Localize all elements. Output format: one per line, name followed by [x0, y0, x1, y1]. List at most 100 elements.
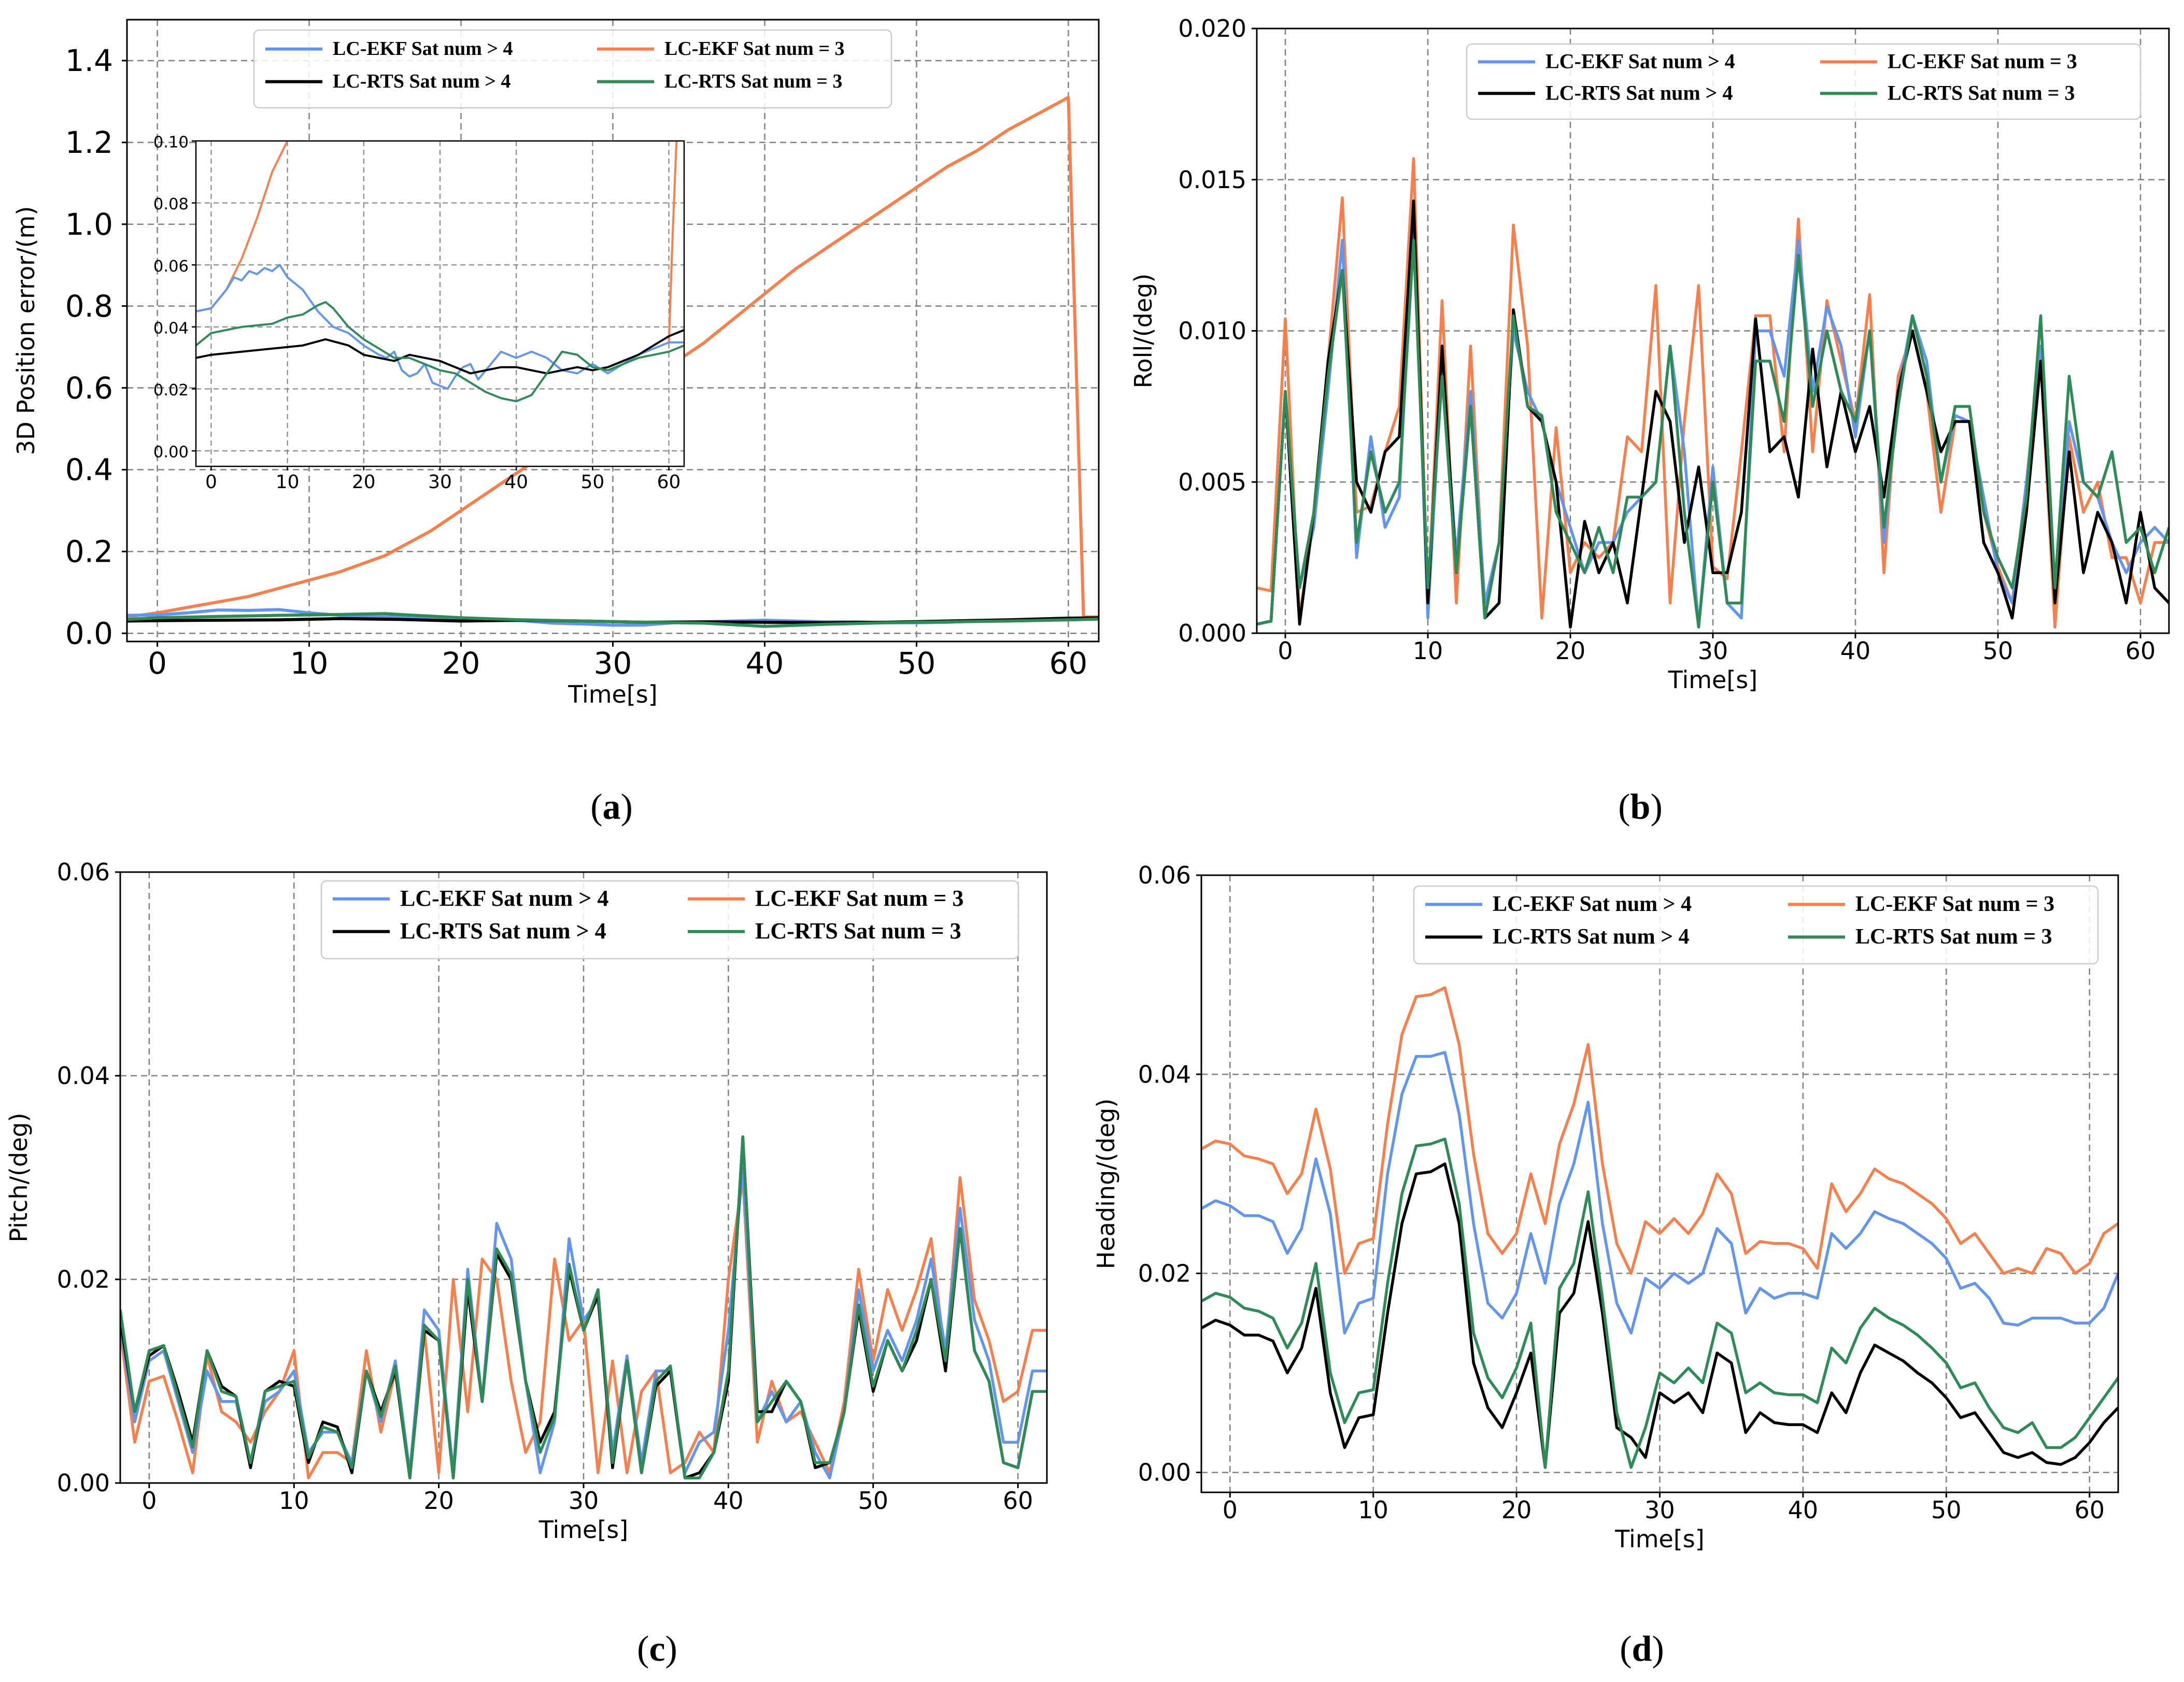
x-tick-label: 10: [1358, 1496, 1388, 1524]
inset-series-line: [196, 329, 684, 375]
y-tick-label: 0.02: [57, 1265, 110, 1293]
legend-box: [253, 29, 892, 109]
legend-label: LC-RTS Sat num = 3: [1888, 81, 2075, 104]
x-tick-label: 40: [1788, 1496, 1819, 1524]
y-axis-label: 3D Position error/(m): [12, 206, 40, 455]
inset-x-tick-label: 40: [504, 472, 528, 493]
x-tick-label: 60: [1003, 1487, 1033, 1515]
y-axis-label: Pitch/(deg): [5, 1113, 33, 1242]
y-tick-label: 0.005: [1178, 468, 1246, 496]
series-line: [120, 1135, 1047, 1479]
series-line: [1201, 986, 2118, 1275]
x-tick-label: 60: [2125, 637, 2156, 665]
x-axis-label: Time[s]: [568, 680, 657, 708]
legend-label: LC-EKF Sat num = 3: [1855, 892, 2054, 916]
inset-x-tick-label: 30: [428, 472, 452, 493]
x-tick-label: 10: [1413, 637, 1443, 665]
series-line: [1201, 1162, 2118, 1469]
legend: LC-EKF Sat num > 4 LC-EKF Sat num = 3 LC-R…: [1466, 43, 2142, 120]
legend-label: LC-EKF Sat num > 4: [400, 886, 608, 911]
legend-label: LC-EKF Sat num > 4: [1545, 49, 1735, 73]
x-tick-label: 20: [1555, 637, 1586, 665]
x-tick-label: 60: [2074, 1496, 2105, 1524]
y-tick-label: 1.0: [65, 207, 113, 242]
panel-c: 0 10 20 30 40 50 60 0.00 0.02 0.04 0.06 Time[s] Pitc…: [5, 858, 1048, 1669]
legend-label: LC-EKF Sat num > 4: [333, 38, 513, 60]
x-tick-label: 40: [713, 1487, 744, 1515]
inset-series-group: [196, 141, 684, 403]
y-tick-label: 0.2: [65, 534, 113, 569]
grid: [127, 20, 1099, 642]
inset-x-tick-label: 0: [205, 472, 217, 493]
series-line: [127, 612, 1099, 628]
inset-y-tick-label: 0.00: [153, 444, 189, 462]
legend: LC-EKF Sat num > 4 LC-EKF Sat num = 3 LC-R…: [1413, 885, 2099, 965]
inset-y-tick-label: 0.02: [153, 381, 189, 400]
inset-x-tick-label: 50: [580, 472, 604, 493]
legend-box: [1413, 885, 2099, 965]
x-tick-label: 50: [858, 1487, 888, 1515]
inset-series-line: [196, 264, 684, 390]
legend-label: LC-RTS Sat num > 4: [1493, 925, 1690, 949]
panel-b: 0 10 20 30 40 50 60 0.000 0.005 0.010 0.015 0.020 Ti…: [1129, 15, 2170, 827]
y-tick-label: 0.04: [57, 1062, 110, 1090]
x-tick-label: 20: [423, 1487, 454, 1515]
legend-label: LC-EKF Sat num = 3: [664, 38, 845, 60]
x-tick-label: 30: [1698, 637, 1728, 665]
y-tick-label: 0.06: [57, 858, 110, 886]
x-tick-label: 60: [1050, 646, 1088, 681]
x-tick-label: 30: [594, 646, 632, 681]
y-tick-label: 0.010: [1178, 317, 1246, 345]
y-tick-label: 0.00: [57, 1469, 110, 1497]
y-tick-label: 0.015: [1178, 166, 1246, 194]
y-tick-label: 0.4: [65, 452, 113, 488]
inset-series-line: [196, 301, 684, 403]
x-tick-label: 0: [1278, 637, 1293, 665]
y-tick-label: 1.2: [65, 125, 113, 160]
x-axis-label: Time[s]: [1614, 1525, 1704, 1553]
legend-label: LC-RTS Sat num = 3: [1855, 925, 2052, 949]
legend: LC-EKF Sat num > 4 LC-EKF Sat num = 3 LC-R…: [320, 880, 1019, 960]
inset-y-tick-label: 0.04: [153, 319, 189, 337]
panel-caption: (d): [1620, 1629, 1664, 1669]
inset-x-tick-label: 20: [352, 472, 376, 493]
y-tick-label: 0.8: [65, 289, 113, 324]
legend-label: LC-RTS Sat num > 4: [1545, 81, 1733, 104]
x-tick-label: 0: [148, 646, 167, 681]
x-tick-label: 0: [141, 1487, 157, 1515]
panel-caption: (b): [1618, 787, 1663, 827]
inset-series-line: [668, 141, 678, 343]
x-tick-label: 10: [290, 646, 329, 681]
panel-d: 0 10 20 30 40 50 60 0.00 0.02 0.04 0.06 Time[s] Head…: [1092, 861, 2119, 1669]
x-axis-label: Time[s]: [1668, 666, 1757, 694]
inset-zoom: 0 10 20 30 40 50 60 0.00 0.02 0.04 0.06 0.08 0.10: [153, 134, 685, 493]
x-tick-label: 30: [569, 1487, 599, 1515]
x-tick-label: 40: [746, 646, 784, 681]
inset-y-tick-label: 0.10: [153, 134, 189, 152]
y-tick-label: 0.000: [1178, 619, 1246, 647]
x-tick-label: 50: [1983, 637, 2013, 665]
series-line: [1201, 1051, 2118, 1335]
legend-label: LC-EKF Sat num = 3: [1888, 49, 2077, 73]
series-line: [1201, 1137, 2118, 1469]
x-tick-label: 0: [1223, 1496, 1238, 1524]
series-line: [1257, 199, 2169, 629]
inset-y-tick-label: 0.06: [153, 258, 189, 276]
grid: [120, 871, 1047, 1484]
y-tick-label: 0.00: [1138, 1459, 1191, 1487]
y-axis-label: Roll/(deg): [1129, 274, 1157, 389]
panel-a: 0 10 20 30 40 50 60 0.0 0.2 0.4 0.6 0.8 1.0 1.2 1.4 Tim…: [12, 19, 1100, 827]
x-tick-label: 10: [279, 1487, 309, 1515]
legend-label: LC-EKF Sat num > 4: [1493, 892, 1692, 916]
x-axis-label: Time[s]: [538, 1516, 628, 1544]
legend-box: [320, 880, 1019, 960]
inset-x-tick-label: 60: [657, 472, 681, 493]
y-tick-label: 0.04: [1138, 1060, 1191, 1088]
x-tick-label: 20: [442, 646, 480, 681]
x-tick-label: 20: [1501, 1496, 1532, 1524]
y-axis-label: Heading/(deg): [1092, 1099, 1120, 1270]
legend-label: LC-RTS Sat num > 4: [333, 70, 510, 92]
y-tick-label: 0.02: [1138, 1259, 1191, 1287]
inset-x-tick-label: 10: [276, 472, 300, 493]
